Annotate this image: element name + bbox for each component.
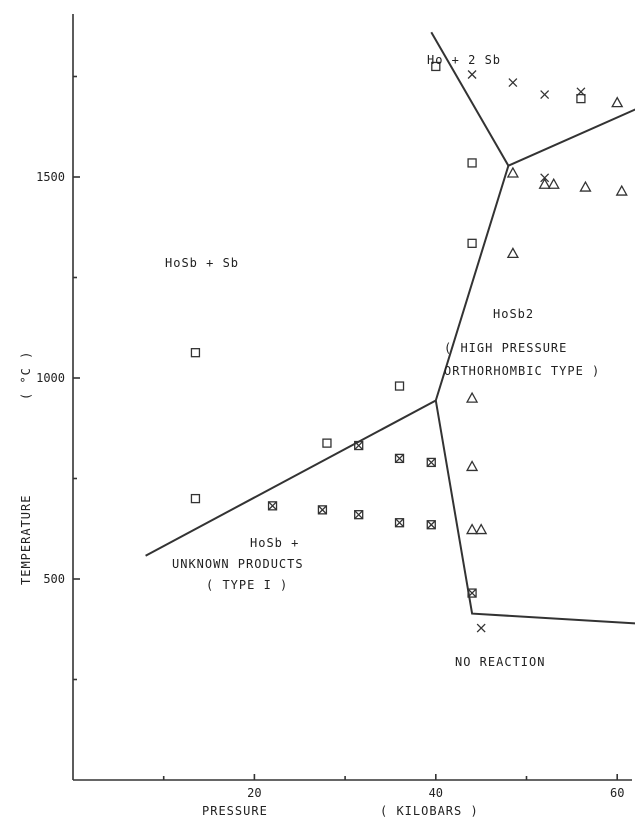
region-label-high-pressure: ( HIGH PRESSURE [444, 341, 567, 355]
open-square-point [467, 158, 477, 168]
open-triangle-point [547, 177, 560, 189]
data-points [190, 61, 628, 633]
region-label-type-i: ( TYPE I ) [206, 578, 288, 592]
region-label-hosb-unknown: HoSb + [250, 536, 299, 550]
open-triangle-point [579, 180, 592, 192]
crossed-square-point [354, 510, 364, 520]
open-triangle-point [465, 523, 479, 535]
open-triangle-point [615, 184, 628, 196]
tick-labels: 20 40 60 500 1000 1500 [36, 170, 624, 800]
x-axis-unit: ( KILOBARS ) [380, 804, 479, 818]
open-triangle-point [506, 247, 519, 259]
region-label-hosb2: HoSb2 [493, 307, 534, 321]
x-axis-label: PRESSURE [202, 804, 268, 818]
y-tick-label: 500 [43, 572, 65, 586]
tick-marks [73, 75, 619, 780]
open-square-point [190, 493, 201, 504]
open-triangle-point [465, 391, 479, 403]
region-labels: Ho + 2 Sb HoSb + Sb HoSb2 ( HIGH PRESSUR… [165, 53, 600, 669]
phase-boundary-line [430, 31, 510, 167]
x-tick-label: 40 [429, 786, 443, 800]
region-label-unknown-products: UNKNOWN PRODUCTS [172, 557, 304, 571]
crossed-square-point [394, 453, 405, 464]
x-tick-label: 20 [247, 786, 261, 800]
cross-point [540, 173, 550, 183]
y-axis-unit: ( °C ) [19, 351, 33, 400]
region-label-ho-2sb: Ho + 2 Sb [427, 53, 501, 67]
crossed-square-point [426, 457, 436, 468]
axes [72, 14, 632, 781]
region-label-no-reaction: NO REACTION [455, 655, 545, 669]
open-square-point [431, 61, 441, 72]
y-tick-label: 1000 [36, 371, 65, 385]
cross-point [476, 623, 486, 633]
x-tick-label: 60 [610, 786, 624, 800]
cross-point [540, 90, 550, 100]
phase-boundary-line [434, 400, 635, 625]
region-label-orthorhombic: ORTHORHOMBIC TYPE ) [444, 364, 600, 378]
cross-point [508, 78, 518, 87]
y-tick-label: 1500 [36, 170, 65, 184]
phase-boundary-line [145, 399, 437, 557]
phase-boundaries [145, 31, 635, 625]
cross-point [576, 87, 586, 97]
region-label-hosb-sb: HoSb + Sb [165, 256, 239, 270]
open-triangle-point [611, 96, 624, 108]
open-triangle-point [465, 460, 479, 472]
y-axis-label: TEMPERATURE [19, 495, 33, 585]
crossed-square-point [354, 440, 364, 451]
open-square-point [467, 238, 477, 248]
crossed-square-point [394, 518, 405, 528]
cross-point [467, 70, 477, 79]
crossed-square-point [267, 501, 278, 511]
crossed-square-point [317, 505, 328, 515]
crossed-square-point [467, 588, 477, 598]
open-triangle-point [475, 523, 488, 535]
open-square-point [190, 348, 201, 358]
open-square-point [394, 381, 405, 391]
open-triangle-point [506, 166, 519, 178]
open-square-point [322, 438, 332, 448]
open-triangle-point [538, 177, 551, 189]
open-square-point [576, 93, 586, 104]
crossed-square-point [426, 520, 436, 530]
